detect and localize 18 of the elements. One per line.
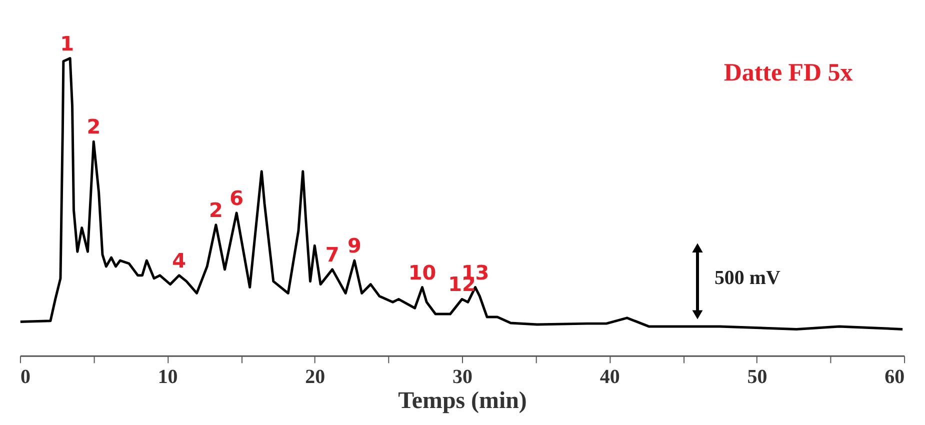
annotation: 7: [325, 242, 340, 266]
x-tick-label: 20: [305, 366, 326, 388]
annotation: 1: [60, 31, 74, 56]
annotation: 10: [408, 260, 436, 284]
x-tick-label: 40: [600, 366, 620, 388]
annotation: 500 mV: [714, 266, 781, 289]
x-tick-label: 10: [158, 366, 178, 388]
x-tick-label: 50: [747, 366, 768, 388]
annotation: 9: [348, 234, 362, 258]
chart-title: Datte FD 5x: [724, 59, 854, 86]
x-tick-label: 0: [20, 366, 30, 388]
x-tick-label: 60: [884, 366, 905, 388]
annotation: 2: [208, 198, 223, 222]
annotation: 2: [86, 114, 101, 139]
annotation: 6: [230, 186, 244, 210]
annotation: 4: [172, 248, 186, 272]
x-tick-label: 30: [452, 366, 472, 388]
x-axis-title: Temps (min): [398, 388, 527, 414]
